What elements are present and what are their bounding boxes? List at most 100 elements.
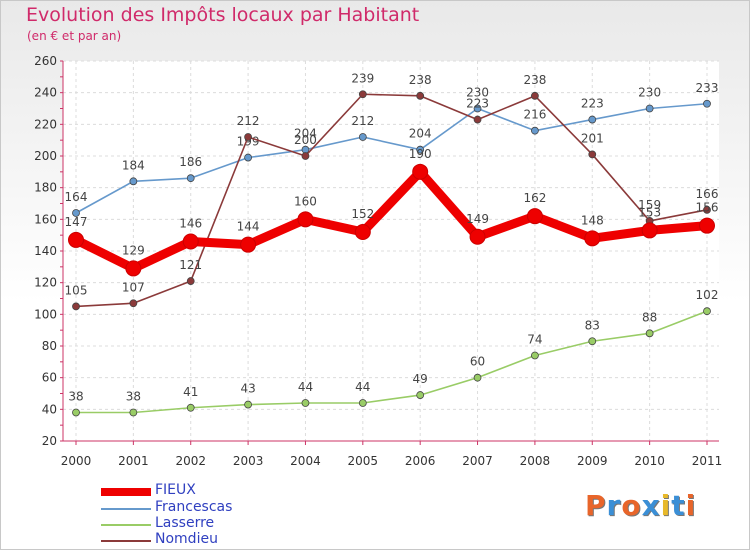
y-tick-label: 120 bbox=[34, 276, 57, 290]
data-label-francescas: 204 bbox=[409, 127, 432, 141]
data-label-nomdieu: 166 bbox=[696, 187, 719, 201]
data-label-francescas: 184 bbox=[122, 158, 145, 172]
data-point-francescas bbox=[416, 145, 425, 154]
data-label-lasserre: 44 bbox=[355, 380, 370, 394]
legend-swatch-fieux bbox=[101, 488, 151, 496]
x-tick-label: 2001 bbox=[118, 454, 149, 468]
data-point-lasserre bbox=[588, 337, 597, 346]
data-point-francescas bbox=[588, 115, 597, 124]
data-label-lasserre: 49 bbox=[413, 372, 428, 386]
y-tick-label: 180 bbox=[34, 181, 57, 195]
logo-letter: r bbox=[606, 489, 622, 522]
data-label-fieux: 152 bbox=[351, 207, 374, 221]
x-tick-label: 2002 bbox=[175, 454, 206, 468]
data-label-nomdieu: 107 bbox=[122, 280, 145, 294]
data-point-nomdieu bbox=[588, 150, 597, 159]
data-label-fieux: 129 bbox=[122, 243, 145, 257]
legend-item-lasserre: Lasserre bbox=[101, 515, 321, 533]
y-tick-label: 260 bbox=[34, 54, 57, 68]
data-label-fieux: 148 bbox=[581, 213, 604, 227]
y-tick-label: 240 bbox=[34, 86, 57, 100]
y-tick-label: 220 bbox=[34, 117, 57, 131]
y-tick-label: 60 bbox=[42, 371, 57, 385]
x-tick-label: 2004 bbox=[290, 454, 321, 468]
data-point-nomdieu bbox=[301, 152, 310, 160]
data-point-fieux bbox=[699, 217, 715, 234]
data-point-fieux bbox=[641, 222, 658, 239]
data-point-lasserre bbox=[531, 351, 539, 360]
data-label-fieux: 147 bbox=[65, 215, 88, 229]
data-label-nomdieu: 159 bbox=[638, 198, 661, 212]
legend-label-lasserre: Lasserre bbox=[155, 515, 215, 531]
data-label-lasserre: 74 bbox=[527, 333, 542, 347]
data-label-lasserre: 88 bbox=[642, 310, 657, 324]
data-label-nomdieu: 200 bbox=[294, 133, 317, 147]
x-tick-label: 2009 bbox=[577, 454, 608, 468]
x-tick-label: 2011 bbox=[692, 454, 723, 468]
chart-subtitle: (en € et par an) bbox=[27, 29, 122, 43]
data-point-nomdieu bbox=[72, 302, 80, 311]
data-point-lasserre bbox=[473, 373, 482, 382]
data-point-lasserre bbox=[186, 403, 195, 412]
x-tick-label: 2008 bbox=[520, 454, 551, 468]
data-point-fieux bbox=[68, 231, 84, 248]
legend-swatch-francescas bbox=[101, 508, 151, 510]
y-tick-label: 160 bbox=[34, 212, 57, 226]
data-label-fieux: 144 bbox=[237, 220, 260, 234]
data-point-fieux bbox=[526, 208, 543, 225]
data-point-nomdieu bbox=[703, 205, 711, 214]
data-point-fieux bbox=[354, 224, 371, 240]
data-point-francescas bbox=[645, 104, 654, 113]
x-tick-label: 2010 bbox=[634, 454, 665, 468]
x-tick-label: 2006 bbox=[405, 454, 436, 468]
data-label-lasserre: 102 bbox=[696, 288, 719, 302]
data-point-nomdieu bbox=[129, 299, 138, 308]
data-point-lasserre bbox=[244, 400, 252, 409]
data-point-francescas bbox=[186, 174, 195, 183]
data-point-nomdieu bbox=[244, 133, 252, 141]
data-point-nomdieu bbox=[186, 277, 195, 285]
data-label-francescas: 186 bbox=[179, 155, 202, 169]
data-label-lasserre: 44 bbox=[298, 380, 313, 394]
data-point-francescas bbox=[129, 177, 138, 186]
data-point-fieux bbox=[182, 233, 199, 250]
legend-label-nomdieu: Nomdieu bbox=[155, 531, 218, 547]
data-point-francescas bbox=[72, 209, 80, 217]
data-label-nomdieu: 223 bbox=[466, 97, 489, 111]
data-label-lasserre: 83 bbox=[585, 318, 600, 332]
legend-item-fieux: FIEUX bbox=[101, 482, 321, 500]
data-label-nomdieu: 121 bbox=[179, 258, 202, 272]
data-label-francescas: 212 bbox=[351, 114, 374, 128]
logo-letter: i bbox=[685, 489, 697, 522]
series-line-lasserre bbox=[75, 310, 708, 414]
data-point-fieux bbox=[412, 163, 429, 180]
data-point-francescas bbox=[244, 153, 252, 162]
data-point-nomdieu bbox=[531, 91, 539, 100]
data-point-nomdieu bbox=[358, 90, 367, 99]
y-tick-label: 200 bbox=[34, 149, 57, 163]
legend-label-fieux: FIEUX bbox=[155, 482, 196, 498]
data-point-lasserre bbox=[129, 408, 138, 417]
data-label-francescas: 233 bbox=[696, 81, 719, 95]
series-line-nomdieu bbox=[75, 93, 708, 308]
data-label-francescas: 230 bbox=[466, 86, 489, 100]
data-point-nomdieu bbox=[416, 91, 425, 100]
data-point-fieux bbox=[584, 230, 601, 247]
data-point-lasserre bbox=[416, 391, 425, 399]
data-label-francescas: 204 bbox=[294, 127, 317, 141]
data-point-francescas bbox=[473, 104, 482, 113]
data-label-fieux: 162 bbox=[523, 191, 546, 205]
data-point-lasserre bbox=[703, 307, 711, 316]
data-label-fieux: 156 bbox=[696, 201, 719, 215]
y-tick-label: 80 bbox=[42, 339, 57, 353]
data-point-lasserre bbox=[72, 408, 80, 417]
data-label-nomdieu: 201 bbox=[581, 131, 604, 145]
data-point-fieux bbox=[469, 228, 486, 245]
data-label-francescas: 216 bbox=[523, 108, 546, 122]
data-label-nomdieu: 239 bbox=[351, 71, 374, 85]
data-label-nomdieu: 238 bbox=[523, 73, 546, 87]
data-point-lasserre bbox=[358, 399, 367, 407]
x-tick-label: 2003 bbox=[233, 454, 264, 468]
